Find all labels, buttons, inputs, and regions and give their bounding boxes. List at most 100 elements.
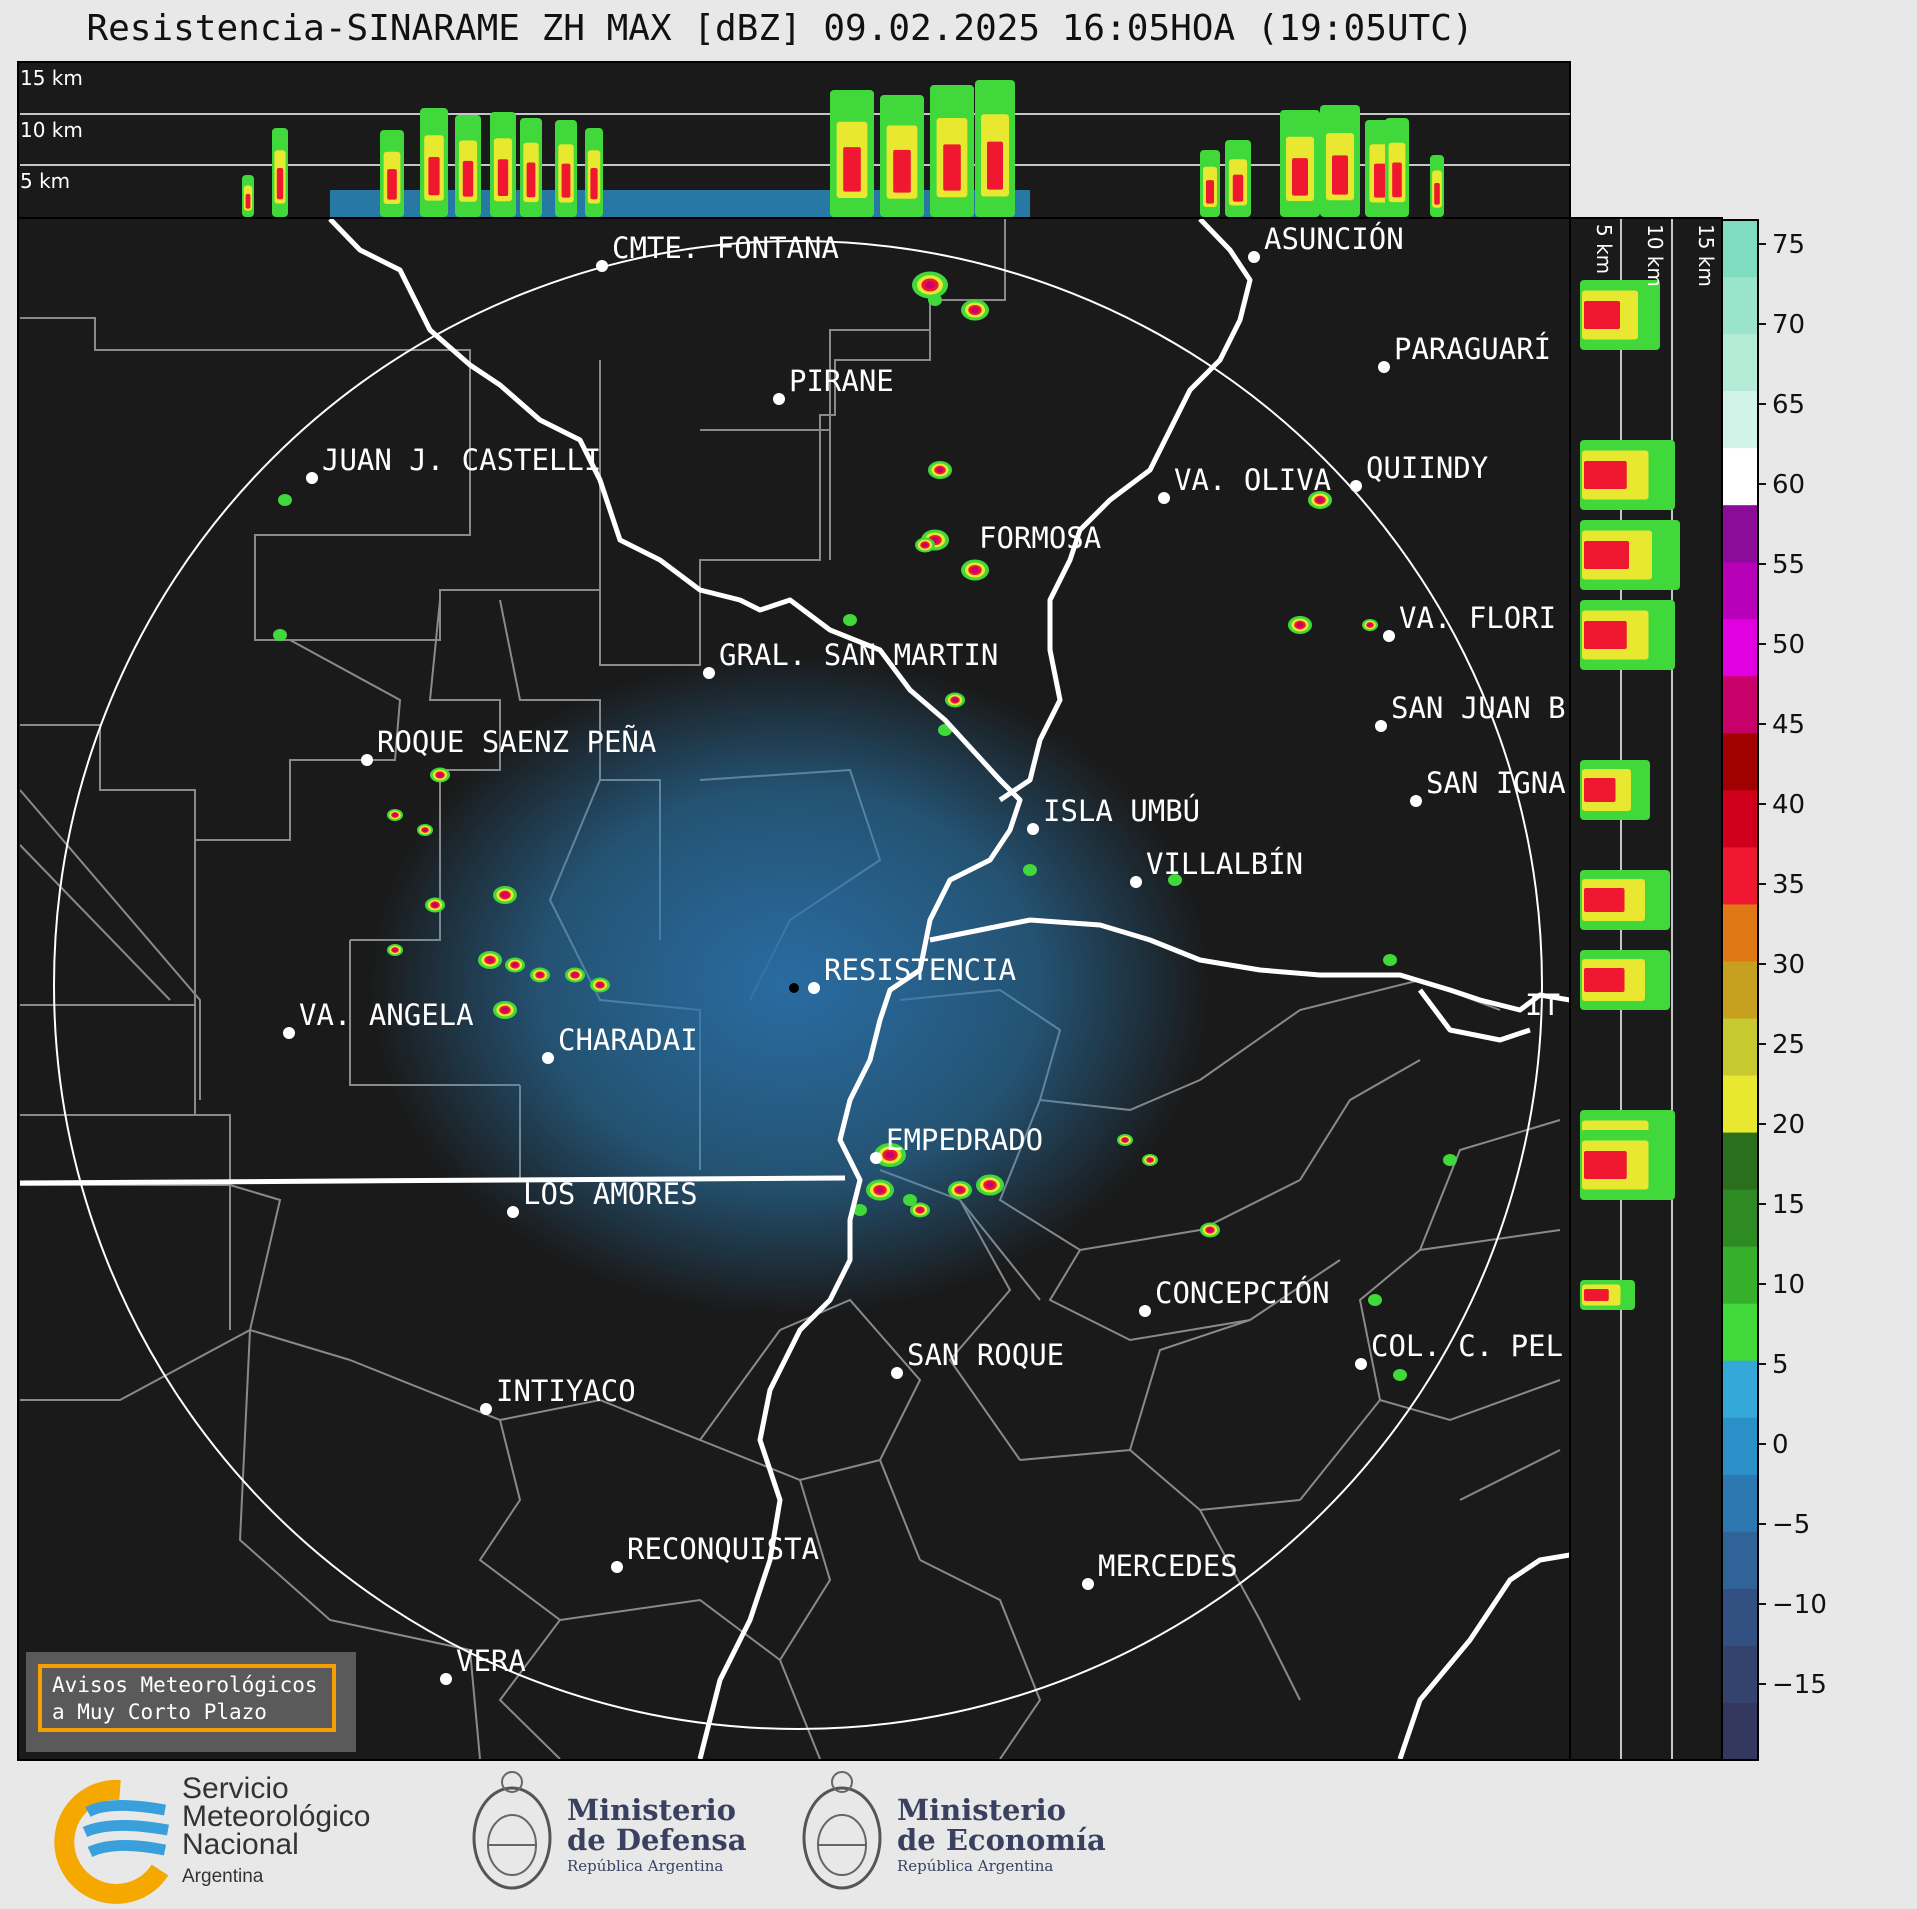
warning-box: Avisos Meteorológicos a Muy Corto Plazo xyxy=(26,1652,356,1752)
range-ring xyxy=(53,240,1543,1730)
colorbar-segment xyxy=(1722,1303,1758,1362)
smn-line-1: Servicio xyxy=(182,1772,289,1805)
colorbar-tick-label: −15 xyxy=(1772,1670,1827,1700)
smn-line-2: Meteorológico xyxy=(182,1800,371,1833)
colorbar-segment xyxy=(1722,619,1758,678)
city-label: VILLALBÍN xyxy=(1146,847,1303,881)
rivers-and-borders xyxy=(20,219,1570,1759)
city-label: COL. C. PEL xyxy=(1371,1329,1563,1363)
city-label: SAN ROQUE xyxy=(907,1338,1064,1372)
colorbar-tick-label: 20 xyxy=(1772,1110,1805,1140)
city-label: CHARADAI xyxy=(558,1023,698,1057)
page-title: Resistencia-SINARAME ZH MAX [dBZ] 09.02.… xyxy=(86,8,1474,49)
city-label: PARAGUARÍ xyxy=(1394,332,1551,366)
profile-column-core xyxy=(1332,155,1348,195)
profile-row-core xyxy=(1584,301,1620,329)
storm-cell-layer xyxy=(952,697,958,703)
city-labels: CMTE. FONTANA ASUNCIÓN PARAGUARÍ PIRANE JUAN… xyxy=(283,222,1566,1685)
colorbar-segment xyxy=(1722,391,1758,450)
profile-column-core xyxy=(1434,182,1440,205)
city-marker xyxy=(283,1027,295,1039)
storm-cell-layer xyxy=(432,902,438,908)
colorbar-segment xyxy=(1722,1075,1758,1134)
profile-column-core xyxy=(245,193,251,209)
echo-speck xyxy=(853,1204,867,1216)
colorbar-segment xyxy=(1722,904,1758,963)
storm-cell-layer xyxy=(392,948,398,952)
echo-speck xyxy=(273,629,287,641)
city-label: VA. OLIVA xyxy=(1174,463,1331,497)
city-label: GRAL. SAN MARTIN xyxy=(719,638,998,672)
colorbar-tick-label: 15 xyxy=(1772,1190,1805,1220)
economia-line-1: Ministerio xyxy=(897,1793,1067,1827)
city-label: VA. ANGELA xyxy=(299,998,474,1032)
city-marker xyxy=(808,982,820,994)
city-marker xyxy=(1410,795,1422,807)
colorbar-tick-label: 5 xyxy=(1772,1350,1789,1380)
storm-cell-layer xyxy=(885,1151,895,1159)
profile-column-core xyxy=(428,157,440,196)
top-profile-echoes xyxy=(20,80,1570,217)
city-label: INTIYACO xyxy=(496,1374,636,1408)
profile-row-core xyxy=(1584,1289,1609,1301)
colorbar-tick-label: −5 xyxy=(1772,1510,1810,1540)
economia-line-3: República Argentina xyxy=(897,1857,1054,1875)
colorbar-segment xyxy=(1722,277,1758,336)
city-label: RECONQUISTA xyxy=(627,1532,819,1566)
city-label: SAN IGNA xyxy=(1426,766,1566,800)
city-marker xyxy=(1248,251,1260,263)
city-marker xyxy=(507,1206,519,1218)
city-marker xyxy=(870,1152,882,1164)
economia-logo-text: Ministerio de Economía República Argenti… xyxy=(897,1795,1106,1875)
storm-cell-layer xyxy=(597,982,603,988)
profile-row-core xyxy=(1584,778,1616,802)
colorbar-segment xyxy=(1722,1531,1758,1590)
city-marker xyxy=(1378,361,1390,373)
colorbar-tick-label: 70 xyxy=(1772,310,1805,340)
storm-cell-layer xyxy=(1122,1138,1128,1142)
colorbar-segment xyxy=(1722,1645,1758,1704)
city-marker xyxy=(703,667,715,679)
city-label: ISLA UMBÚ xyxy=(1043,794,1200,828)
profile-column-core xyxy=(1374,163,1386,198)
colorbar-segment xyxy=(1722,220,1758,279)
side-height-label-5: 5 km xyxy=(1592,224,1616,274)
colorbar-tick-label: 55 xyxy=(1772,550,1805,580)
side-profile-echoes xyxy=(1580,219,1680,1759)
defensa-logo-text: Ministerio de Defensa República Argentin… xyxy=(567,1795,747,1875)
colorbar-segment xyxy=(1722,1018,1758,1077)
colorbar-segment xyxy=(1722,1417,1758,1476)
echo-speck xyxy=(1393,1369,1407,1381)
storm-cell-layer xyxy=(1367,623,1373,627)
top-height-label-5: 5 km xyxy=(20,169,70,193)
colorbar-tick-label: 25 xyxy=(1772,1030,1805,1060)
colorbar-tick-label: 45 xyxy=(1772,710,1805,740)
smn-line-4: Argentina xyxy=(182,1866,264,1887)
city-label: QUIINDY xyxy=(1366,451,1488,485)
colorbar-segment xyxy=(1722,733,1758,792)
side-height-label-10: 10 km xyxy=(1643,224,1667,287)
profile-row-core xyxy=(1584,1151,1627,1179)
echo-speck xyxy=(1168,874,1182,886)
echo-speck xyxy=(1023,864,1037,876)
colorbar-segment xyxy=(1722,1474,1758,1533)
defensa-line-3: República Argentina xyxy=(567,1857,724,1875)
warning-line-2: a Muy Corto Plazo xyxy=(52,1700,267,1724)
city-label: MERCEDES xyxy=(1098,1549,1238,1583)
storm-cell-layer xyxy=(936,467,944,473)
city-marker xyxy=(891,1367,903,1379)
city-label: VERA xyxy=(456,1644,526,1678)
colorbar-tick-label: 75 xyxy=(1772,230,1805,260)
radar-site-marker xyxy=(789,983,799,993)
city-label: CONCEPCIÓN xyxy=(1155,1276,1330,1310)
colorbar-tick-label: 40 xyxy=(1772,790,1805,820)
profile-row-core xyxy=(1584,541,1629,569)
colorbar-segment xyxy=(1722,790,1758,849)
city-label: ROQUE SAENZ PEÑA xyxy=(377,725,656,759)
colorbar-tick-label: 35 xyxy=(1772,870,1805,900)
profile-column-core xyxy=(1232,174,1244,202)
storm-cell-layer xyxy=(956,1187,964,1193)
storm-cell-layer xyxy=(537,972,543,978)
storm-cell-layer xyxy=(501,892,509,898)
city-marker xyxy=(1158,492,1170,504)
